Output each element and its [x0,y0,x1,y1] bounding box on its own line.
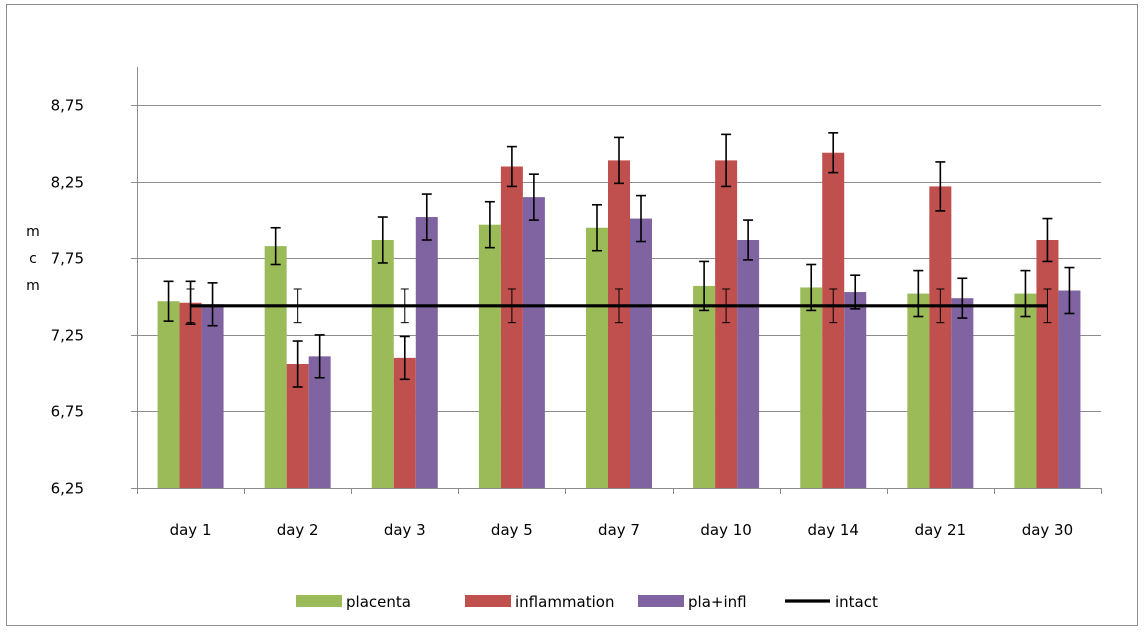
bar-placenta [157,301,180,488]
y-axis-label-letter: c [29,251,37,267]
bar-inflammation [1036,239,1059,488]
x-tick-label: day 21 [915,521,966,539]
bar-inflammation [715,160,738,489]
x-tick-labels: day 1 day 2 day 3 day 5 day 7 day 10 day 14 day… [170,521,1074,539]
y-axis-label: mcm [26,224,40,294]
error-bar-pla-infl [421,193,432,241]
x-tick-label: day 1 [170,521,212,539]
error-bar-placenta [806,263,817,312]
bar-placenta [371,239,394,488]
bar-placenta [478,224,501,488]
y-tick-label: 8,75 [51,97,84,115]
y-tick-label: 7,25 [51,327,84,345]
legend-label: placenta [346,593,411,611]
error-bar-inflammation [1042,217,1053,263]
y-tick-label: 7,75 [51,250,84,268]
bar-pla-infl [308,356,331,488]
error-bar-pla-infl [850,274,861,310]
error-bar-inflammation [828,132,839,174]
error-bar-placenta [270,226,281,266]
x-tick-label: day 10 [700,521,751,539]
error-bar-placenta [163,280,174,322]
error-bar-placenta [913,269,924,318]
error-bar-placenta [1020,269,1031,318]
bar-placenta [1014,293,1037,488]
legend-label: inflammation [515,593,614,611]
legend-label: intact [835,593,878,611]
bar-inflammation [929,186,952,489]
error-bar-inflammation [506,145,517,188]
error-bar-pla-infl [528,173,539,221]
legend-label: pla+infl [688,593,747,611]
error-bar-placenta [592,203,602,252]
y-tick-label: 8,25 [51,174,84,192]
bar-placenta [907,293,930,488]
x-tick-label: day 5 [491,521,533,539]
error-bar-pla-infl [1064,266,1075,315]
x-tick-label: day 7 [598,521,640,539]
bar-placenta [800,287,823,488]
x-tick-label: day 2 [277,521,319,539]
bar-inflammation [500,166,523,488]
error-bar-placenta [377,216,388,264]
error-bar-pla-infl [636,194,646,243]
y-tick-label: 6,25 [51,480,84,498]
error-bar-placenta [699,260,710,312]
bar-pla-infl [737,239,760,488]
bar-inflammation [608,160,630,489]
y-tick-label: 6,75 [51,403,84,421]
x-tick-label: day 30 [1022,521,1073,539]
error-bar-inflammation [292,340,303,388]
legend-swatch-pla-infl [638,595,684,607]
x-tick-label: day 3 [384,521,426,539]
bar-pla-infl [201,304,224,488]
bar-pla-infl [415,217,438,488]
error-bar-inflammation [935,161,946,212]
bar-pla-infl [630,218,652,488]
x-tick-label: day 14 [807,521,858,539]
legend: placenta inflammation pla+infl intact [296,593,878,611]
axes [131,67,1102,494]
error-bar-inflammation [614,136,624,185]
error-bar-inflammation [721,133,732,188]
intact-line-layer [186,288,1052,324]
bar-inflammation [286,363,309,488]
error-bar-pla-infl [743,219,754,261]
legend-swatch-inflammation [465,595,511,607]
bar-inflammation [393,357,416,488]
error-bar-pla-infl [314,334,325,379]
error-bar-placenta [484,200,495,249]
bar-placenta [264,246,287,488]
bar-inflammation [179,302,202,488]
error-bars [163,132,1075,388]
y-tick-labels: 6,25 6,75 7,25 7,75 8,25 8,75 [51,97,84,498]
legend-swatch-placenta [296,595,342,607]
bar-pla-infl [844,292,867,488]
bar-pla-infl [522,197,545,489]
bar-placenta [586,227,608,488]
bar-pla-infl [951,298,974,488]
y-axis-label-letter: m [26,278,40,294]
bars [157,152,1081,489]
bar-pla-infl [1058,290,1081,488]
y-axis-label-letter: m [26,224,40,240]
bar-placenta [693,285,716,488]
error-bar-pla-infl [957,277,968,319]
error-bar-inflammation [399,335,410,381]
